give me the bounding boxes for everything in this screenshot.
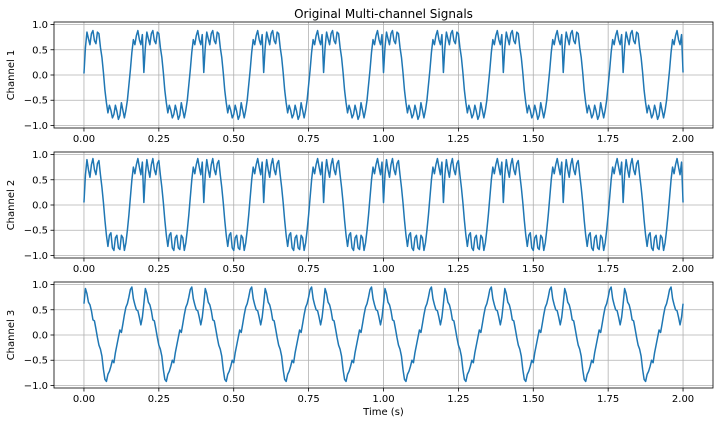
x-axis-label: Time (s) <box>362 407 404 418</box>
subplot-channel-2: 0.00 0.25 0.50 0.75 1.00 1.25 1.50 1.75 2.00 −1.0… <box>6 150 714 275</box>
x-tick-label: 1.50 <box>522 134 544 145</box>
y-tick-label: 0.5 <box>32 45 48 56</box>
y-tick-label: 0.0 <box>32 71 48 82</box>
y-tick-label: 1.0 <box>32 280 48 291</box>
x-tick-label: 0.25 <box>148 134 170 145</box>
x-tick-label: 1.00 <box>372 134 394 145</box>
x-tick-label: 0.75 <box>297 264 319 275</box>
x-tick-label: 1.00 <box>372 264 394 275</box>
x-tick-label: 2.00 <box>672 264 694 275</box>
x-tick-label: 1.25 <box>447 394 469 405</box>
y-tick-label: −1.0 <box>24 381 48 392</box>
x-tick-label: 2.00 <box>672 394 694 405</box>
x-tick-label: 1.50 <box>522 264 544 275</box>
x-tick-label: 2.00 <box>672 134 694 145</box>
x-tick-label: 0.00 <box>73 264 95 275</box>
y-axis-label: Channel 2 <box>6 180 17 231</box>
y-axis-label: Channel 3 <box>6 310 17 361</box>
x-tick-label: 0.50 <box>223 134 245 145</box>
y-tick-label: 1.0 <box>32 150 48 161</box>
x-tick-label: 0.75 <box>297 134 319 145</box>
x-tick-label: 1.00 <box>372 394 394 405</box>
chart-title: Original Multi-channel Signals <box>294 7 473 21</box>
x-tick-label: 1.25 <box>447 264 469 275</box>
y-tick-label: 1.0 <box>32 20 48 31</box>
x-tick-label: 1.75 <box>597 134 619 145</box>
x-tick-label: 0.00 <box>73 134 95 145</box>
x-tick-label: 0.50 <box>223 394 245 405</box>
y-axis-label: Channel 1 <box>6 50 17 101</box>
subplot-channel-1: 0.00 0.25 0.50 0.75 1.00 1.25 1.50 1.75 2.00 −1.0… <box>6 20 714 145</box>
x-tick-label: 0.75 <box>297 394 319 405</box>
x-tick-label: 0.50 <box>223 264 245 275</box>
y-tick-label: 0.0 <box>32 331 48 342</box>
x-tick-label: 1.75 <box>597 264 619 275</box>
series-line-channel-1 <box>83 29 684 121</box>
x-tick-label: 1.50 <box>522 394 544 405</box>
y-tick-label: −0.5 <box>24 226 48 237</box>
y-tick-label: 0.5 <box>32 305 48 316</box>
series-line-channel-2 <box>83 157 684 252</box>
y-tick-label: 0.5 <box>32 175 48 186</box>
x-tick-label: 1.75 <box>597 394 619 405</box>
x-tick-label: 0.25 <box>148 394 170 405</box>
y-tick-label: −0.5 <box>24 356 48 367</box>
y-tick-label: −0.5 <box>24 96 48 107</box>
y-tick-label: −1.0 <box>24 251 48 262</box>
x-tick-label: 0.25 <box>148 264 170 275</box>
x-tick-label: 1.25 <box>447 134 469 145</box>
x-tick-label: 0.00 <box>73 394 95 405</box>
subplot-stack: 0.00 0.25 0.50 0.75 1.00 1.25 1.50 1.75 2.00 −1.0… <box>6 20 714 405</box>
series-line-channel-3 <box>83 286 684 383</box>
y-tick-label: 0.0 <box>32 201 48 212</box>
y-tick-label: −1.0 <box>24 121 48 132</box>
subplot-channel-3: 0.00 0.25 0.50 0.75 1.00 1.25 1.50 1.75 2.00 −1.0… <box>6 280 714 405</box>
